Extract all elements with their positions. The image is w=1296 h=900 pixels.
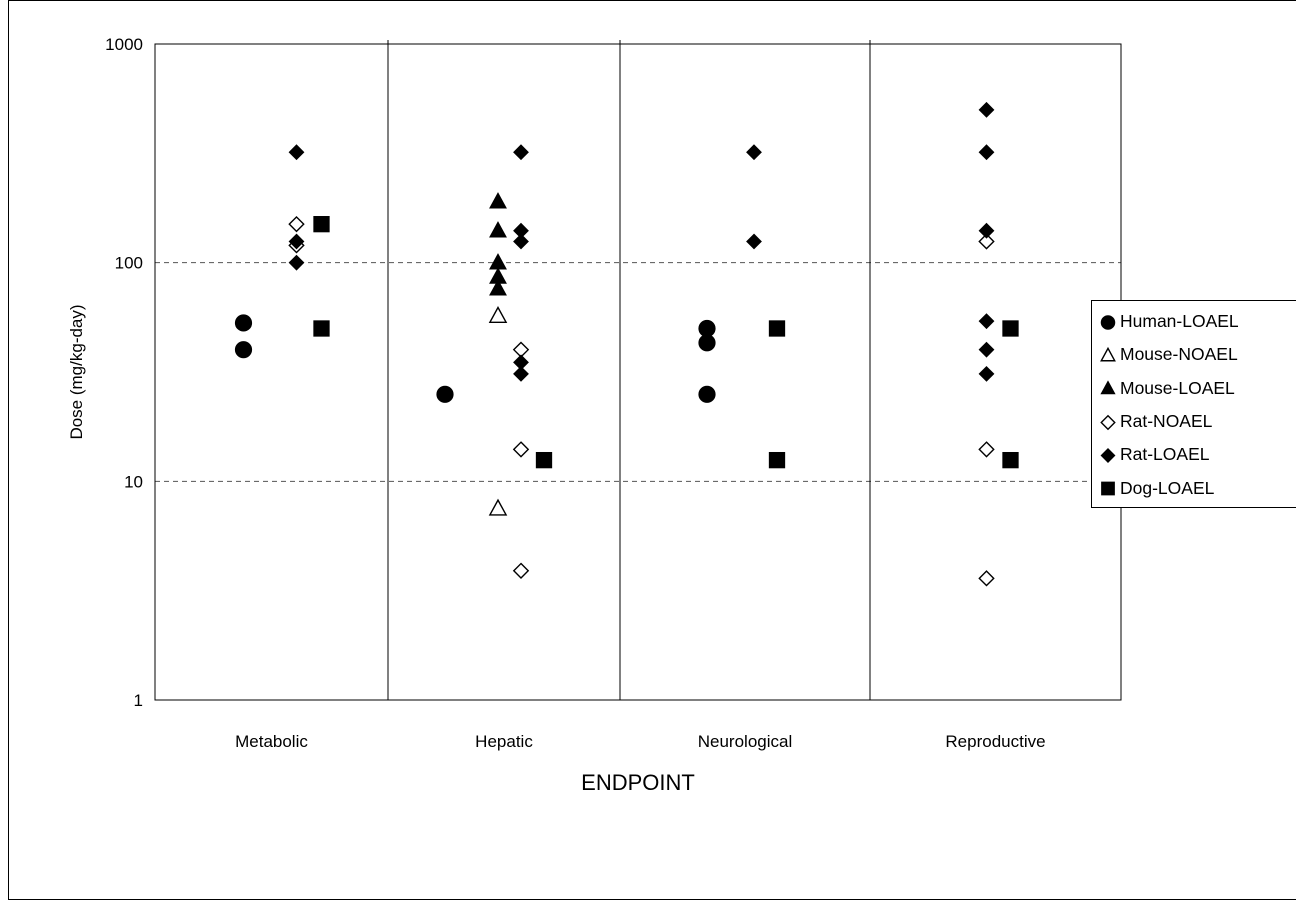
legend-label: Mouse-LOAEL: [1120, 377, 1235, 398]
category-separators: [387, 40, 871, 700]
legend-label: Mouse-NOAEL: [1120, 344, 1238, 365]
data-point-rat-noael: [978, 441, 995, 458]
y-tick-label: 1: [134, 691, 143, 710]
legend-label: Human-LOAEL: [1120, 311, 1239, 332]
data-point-mouse-noael: [488, 498, 508, 516]
data-point-rat-loael: [978, 365, 995, 382]
data-point-rat-loael: [513, 233, 529, 250]
data-point-rat-loael: [288, 233, 305, 250]
square-filled-legend-marker: [1101, 481, 1115, 496]
data-points: [234, 101, 1019, 587]
data-point-dog-loael: [768, 320, 786, 337]
data-point-human-loael: [698, 319, 716, 338]
legend-label: Dog-LOAEL: [1120, 477, 1215, 498]
data-point-rat-loael: [746, 233, 762, 250]
legend-label: Rat-NOAEL: [1120, 411, 1213, 432]
legend-marker: [1100, 380, 1116, 395]
data-point-rat-noael: [978, 570, 995, 587]
y-tick-labels: 1 10 100 1000: [105, 35, 143, 710]
data-point-rat-loael: [978, 313, 995, 330]
gridlines: [155, 262, 1121, 701]
legend: Human-LOAEL Mouse-NOAEL Mouse-LOAEL Rat-NOA…: [1091, 300, 1296, 508]
x-axis-label: ENDPOINT: [581, 770, 695, 795]
legend-marker: [1101, 481, 1115, 496]
data-point-rat-loael: [978, 222, 995, 239]
data-point-mouse-loael: [489, 253, 507, 270]
data-point-rat-noael: [512, 441, 530, 458]
legend-entry: Dog-LOAEL: [1099, 471, 1296, 504]
x-tick-label: Reproductive: [945, 732, 1045, 751]
legend-marker: [1100, 447, 1116, 463]
data-point-rat-noael: [288, 215, 305, 233]
y-axis-label: Dose (mg/kg-day): [67, 304, 86, 439]
x-tick-labels: Metabolic Hepatic Neurological Reproductive: [235, 732, 1045, 751]
data-point-dog-loael: [768, 451, 786, 469]
data-point-human-loael: [698, 334, 716, 352]
data-point-mouse-loael: [489, 192, 507, 209]
data-point-rat-loael: [288, 254, 305, 271]
x-tick-label: Metabolic: [235, 732, 308, 751]
data-point-rat-loael: [746, 144, 762, 161]
data-point-dog-loael: [1002, 451, 1019, 469]
data-point-dog-loael: [313, 216, 330, 233]
data-point-human-loael: [234, 341, 253, 359]
data-point-rat-loael: [978, 144, 995, 161]
x-tick-label: Neurological: [698, 732, 793, 751]
diamond-filled-legend-marker: [1100, 447, 1116, 463]
data-point-rat-noael: [512, 562, 530, 579]
triangle-open-legend-marker: [1100, 346, 1116, 362]
y-tick-label: 100: [115, 254, 143, 273]
data-point-rat-loael: [513, 144, 529, 161]
data-point-mouse-noael: [488, 306, 508, 324]
x-tick-label: Hepatic: [475, 732, 533, 751]
data-point-rat-loael: [978, 341, 995, 358]
data-point-rat-loael: [513, 365, 529, 382]
data-point-rat-noael: [978, 233, 995, 250]
data-point-rat-loael: [288, 144, 305, 161]
legend-marker: [1100, 346, 1116, 362]
triangle-filled-legend-marker: [1100, 380, 1116, 395]
legend-marker: [1100, 414, 1116, 430]
data-point-human-loael: [234, 314, 253, 332]
data-point-human-loael: [436, 385, 454, 403]
diamond-open-legend-marker: [1100, 414, 1116, 430]
data-point-mouse-loael: [489, 279, 507, 296]
data-point-dog-loael: [1002, 320, 1019, 337]
y-tick-label: 10: [124, 472, 143, 491]
legend-label: Rat-LOAEL: [1120, 444, 1210, 465]
plot-area-border: [154, 43, 1122, 701]
legend-entry: Human-LOAEL: [1099, 305, 1296, 338]
legend-entry: Rat-NOAEL: [1099, 405, 1296, 438]
circle-filled-legend-marker: [1100, 314, 1116, 330]
data-point-rat-loael: [978, 101, 995, 118]
legend-marker: [1100, 314, 1116, 330]
y-tick-label: 1000: [105, 35, 143, 54]
data-point-dog-loael: [535, 451, 553, 469]
legend-entry: Mouse-NOAEL: [1099, 338, 1296, 371]
legend-entry: Mouse-LOAEL: [1099, 372, 1296, 405]
data-point-mouse-loael: [489, 221, 507, 238]
data-point-dog-loael: [313, 320, 330, 337]
legend-entry: Rat-LOAEL: [1099, 438, 1296, 471]
data-point-human-loael: [698, 385, 716, 403]
